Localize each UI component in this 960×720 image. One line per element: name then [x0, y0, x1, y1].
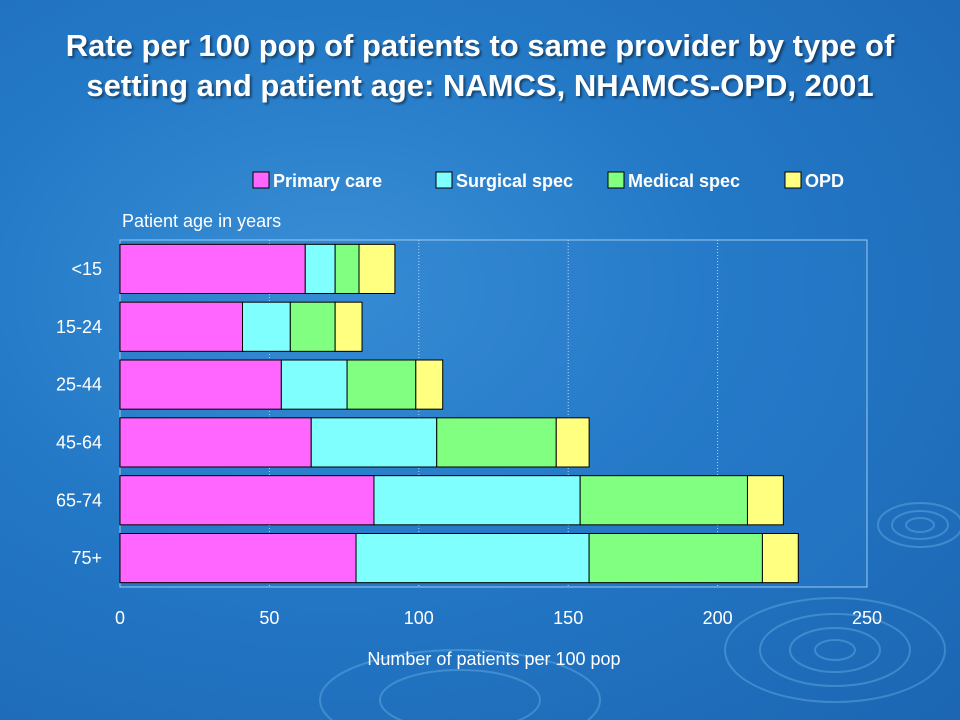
bar-medical-spec: [588, 533, 763, 584]
bar-primary-care: [119, 301, 244, 352]
plot-area: [119, 239, 868, 588]
bar-primary-care: [119, 417, 312, 468]
bar-medical-spec: [436, 417, 557, 468]
x-tick-label: 200: [703, 608, 733, 628]
bar-opd: [761, 533, 799, 584]
bar-medical-spec: [334, 243, 360, 294]
x-tick-label: 0: [115, 608, 125, 628]
legend-swatch: [784, 171, 802, 189]
bar-primary-care: [119, 359, 282, 410]
chart-title: Rate per 100 pop of patients to same pro…: [65, 28, 895, 103]
x-axis-label: Number of patients per 100 pop: [367, 649, 620, 669]
x-tick-label: 150: [553, 608, 583, 628]
bar-medical-spec: [579, 475, 748, 526]
bar-surgical-spec: [355, 533, 590, 584]
legend-swatch: [607, 171, 625, 189]
bar-medical-spec: [289, 301, 336, 352]
bar-primary-care: [119, 243, 306, 294]
bar-surgical-spec: [280, 359, 348, 410]
bar-primary-care: [119, 533, 357, 584]
legend-label: Surgical spec: [456, 171, 573, 191]
legend: Primary care Surgical spec Medical spec OPD: [252, 171, 844, 191]
category-label: 25-44: [56, 375, 102, 395]
bar-opd: [415, 359, 444, 410]
bar-surgical-spec: [242, 301, 291, 352]
bars: [119, 243, 799, 584]
category-label: 75+: [71, 548, 102, 568]
bar-opd: [746, 475, 784, 526]
bar-opd: [358, 243, 396, 294]
legend-swatch: [252, 171, 270, 189]
grid-lines: [268, 240, 719, 587]
bar-surgical-spec: [310, 417, 438, 468]
legend-swatch: [435, 171, 453, 189]
category-label: <15: [71, 259, 102, 279]
x-tick-label: 50: [259, 608, 279, 628]
category-label: 45-64: [56, 432, 102, 452]
bar-medical-spec: [346, 359, 417, 410]
category-label: 15-24: [56, 317, 102, 337]
legend-label: Medical spec: [628, 171, 740, 191]
bar-opd: [555, 417, 590, 468]
bar-surgical-spec: [373, 475, 581, 526]
x-tick-labels: 0 50 100 150 200 250: [115, 608, 882, 628]
bar-primary-care: [119, 475, 375, 526]
category-label: 65-74: [56, 490, 102, 510]
bar-surgical-spec: [304, 243, 336, 294]
legend-label: OPD: [805, 171, 844, 191]
bar-opd: [334, 301, 363, 352]
legend-label: Primary care: [273, 171, 382, 191]
x-tick-label: 100: [404, 608, 434, 628]
x-tick-label: 250: [852, 608, 882, 628]
category-labels: <15 15-24 25-44 45-64 65-74 75+: [56, 259, 102, 568]
y-axis-label: Patient age in years: [122, 211, 281, 231]
